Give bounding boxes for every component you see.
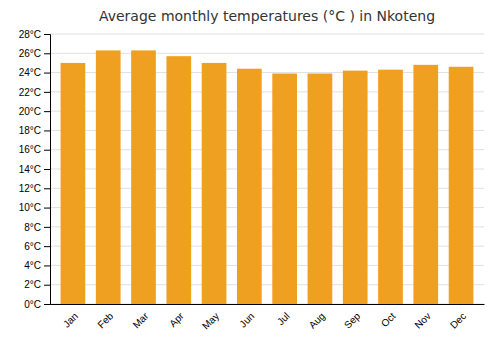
tick-label: Aug: [307, 310, 327, 330]
tick-line: [44, 304, 50, 305]
tick-line: [44, 111, 50, 112]
tick-label: 2°C: [24, 279, 41, 290]
tick: Aug: [307, 310, 327, 330]
tick: 24°C: [19, 67, 50, 78]
tick-label: May: [200, 310, 221, 331]
bar: [378, 70, 403, 304]
tick-line: [44, 150, 50, 151]
tick-label: 28°C: [19, 29, 41, 40]
tick: Apr: [167, 310, 186, 329]
tick-label: 12°C: [19, 183, 41, 194]
tick: Nov: [412, 310, 432, 330]
tick-label: 26°C: [19, 48, 41, 59]
tick-line: [44, 246, 50, 247]
tick-label: 16°C: [19, 144, 41, 155]
tick: Mar: [131, 310, 151, 330]
tick-label: 20°C: [19, 106, 41, 117]
tick: Jul: [275, 310, 292, 327]
tick-line: [44, 265, 50, 266]
bar: [272, 74, 297, 304]
tick: 26°C: [19, 48, 50, 59]
tick-label: 4°C: [24, 260, 41, 271]
tick-line: [44, 73, 50, 74]
tick: 22°C: [19, 87, 50, 98]
tick: Jun: [237, 310, 256, 329]
tick-label: Apr: [167, 310, 186, 329]
grid: [50, 34, 484, 304]
tick-label: Sep: [342, 310, 363, 331]
tick-label: Feb: [95, 310, 115, 330]
tick-line: [44, 188, 50, 189]
tick: 6°C: [24, 241, 50, 252]
bar: [96, 50, 121, 304]
tick-label: Dec: [448, 310, 468, 330]
tick: 8°C: [24, 222, 50, 233]
tick-label: 8°C: [24, 222, 41, 233]
tick-label: 6°C: [24, 241, 41, 252]
tick: Jan: [61, 310, 80, 329]
x-axis: Jan Feb Mar Apr May Jun Jul Aug Sep Oct Nov Dec: [51, 305, 485, 332]
tick-line: [44, 34, 50, 35]
tick: May: [200, 310, 221, 331]
tick-label: Nov: [412, 310, 432, 330]
title: Average monthly temperatures (°C ) in Nk…: [99, 8, 435, 24]
tick-label: 10°C: [19, 202, 41, 213]
chart: 0°C 2°C 4°C 6°C 8°C 10°C 12°C 14°C 16°C 18°C 20°C 2…: [0, 0, 500, 350]
tick-label: Oct: [379, 310, 398, 329]
tick: Oct: [379, 310, 398, 329]
tick: Feb: [95, 310, 115, 330]
tick: 0°C: [24, 299, 50, 310]
tick-label: 14°C: [19, 164, 41, 175]
plot: 0°C 2°C 4°C 6°C 8°C 10°C 12°C 14°C 16°C 18°C 20°C 2…: [19, 29, 485, 332]
tick-label: Jan: [61, 310, 80, 329]
axis-domain: [44, 35, 51, 305]
tick-label: Jul: [275, 310, 292, 327]
grid-line: [50, 34, 484, 35]
tick: 18°C: [19, 125, 50, 136]
tick-line: [44, 208, 50, 209]
tick-label: 24°C: [19, 67, 41, 78]
tick: 16°C: [19, 144, 50, 155]
bar: [237, 69, 262, 304]
tick: 14°C: [19, 164, 50, 175]
tick-label: 0°C: [24, 299, 41, 310]
tick-label: 22°C: [19, 87, 41, 98]
tick: 4°C: [24, 260, 50, 271]
tick: 12°C: [19, 183, 50, 194]
tick-line: [44, 169, 50, 170]
bar: [413, 65, 438, 304]
bar: [166, 56, 191, 304]
tick-label: Mar: [131, 310, 151, 330]
tick-line: [44, 285, 50, 286]
bars: [61, 50, 474, 304]
axis-domain: [51, 304, 485, 305]
tick-label: Jun: [237, 310, 256, 329]
tick: 10°C: [19, 202, 50, 213]
bar: [61, 63, 86, 304]
tick: 20°C: [19, 106, 50, 117]
bar: [308, 74, 333, 304]
bar: [343, 71, 368, 304]
tick-line: [44, 53, 50, 54]
tick-line: [44, 92, 50, 93]
tick: 28°C: [19, 29, 50, 40]
tick: 2°C: [24, 279, 50, 290]
bar: [202, 63, 227, 304]
tick-label: 18°C: [19, 125, 41, 136]
tick-line: [44, 130, 50, 131]
y-axis: 0°C 2°C 4°C 6°C 8°C 10°C 12°C 14°C 16°C 18°C 20°C 2…: [19, 29, 51, 310]
tick: Sep: [342, 310, 363, 331]
tick-line: [44, 227, 50, 228]
bar: [449, 67, 474, 304]
tick: Dec: [448, 310, 468, 330]
bar: [131, 50, 156, 304]
